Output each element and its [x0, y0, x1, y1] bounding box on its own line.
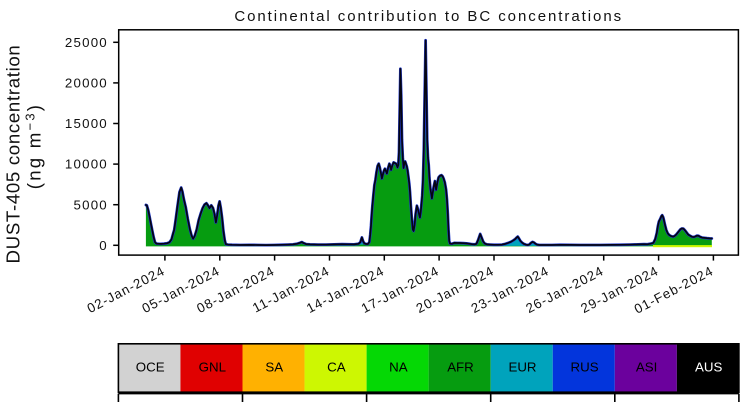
svg-text:CA: CA	[327, 359, 346, 374]
svg-text:10000: 10000	[65, 157, 108, 172]
svg-text:RUS: RUS	[571, 359, 599, 374]
svg-text:5000: 5000	[74, 197, 108, 212]
svg-text:25000: 25000	[65, 35, 108, 50]
svg-text:NA: NA	[389, 359, 408, 374]
svg-text:20000: 20000	[65, 76, 108, 91]
svg-text:GNL: GNL	[199, 359, 226, 374]
svg-text:SA: SA	[265, 359, 283, 374]
svg-text:EUR: EUR	[508, 359, 536, 374]
svg-text:15000: 15000	[65, 116, 108, 131]
svg-text:DUST-405 concentration: DUST-405 concentration	[2, 45, 23, 264]
svg-text:0: 0	[99, 238, 108, 253]
svg-text:AFR: AFR	[447, 359, 474, 374]
svg-text:ASI: ASI	[636, 359, 657, 374]
svg-text:OCE: OCE	[136, 359, 165, 374]
svg-text:Continental contribution to BC: Continental contribution to BC concentra…	[234, 8, 623, 25]
svg-text:AUS: AUS	[695, 359, 722, 374]
